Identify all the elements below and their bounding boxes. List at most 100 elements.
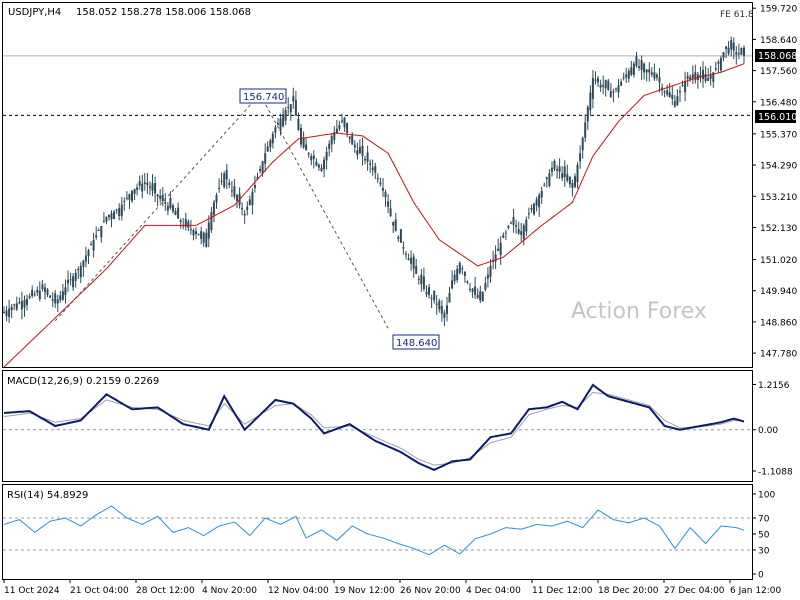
candle-body xyxy=(113,211,116,220)
candle-body xyxy=(151,183,154,191)
candle-body xyxy=(574,176,576,187)
rsi-label: RSI(14) 54.8929 xyxy=(7,490,88,501)
candle-body xyxy=(287,107,290,108)
symbol-label: USDJPY,H4 xyxy=(8,7,61,18)
candle-body xyxy=(635,56,638,66)
candle-body xyxy=(499,242,502,255)
candle-body xyxy=(722,52,725,58)
candle-body xyxy=(69,279,72,281)
price-tick-label: 151.020 xyxy=(760,256,797,266)
candle-body xyxy=(317,164,320,168)
candle-body xyxy=(46,289,49,295)
candle-body xyxy=(215,195,218,203)
candle-body xyxy=(302,137,305,148)
candle-body xyxy=(54,293,57,304)
candle-body xyxy=(727,47,730,54)
candle-body xyxy=(648,69,651,73)
candle-body xyxy=(681,85,684,87)
candle-body xyxy=(661,87,663,91)
candle-body xyxy=(333,132,336,140)
candle-body xyxy=(346,123,349,133)
candle-body xyxy=(202,232,205,243)
candle-body xyxy=(504,232,507,234)
candle-body xyxy=(469,288,471,290)
candle-body xyxy=(20,301,23,310)
candle-body xyxy=(36,289,39,293)
candle-body xyxy=(486,274,489,279)
price-tick-label: 158.640 xyxy=(760,36,797,46)
candle-body xyxy=(655,74,658,78)
candle-body xyxy=(561,173,564,179)
candle-body xyxy=(143,182,146,184)
price-tick-label: 155.370 xyxy=(760,130,797,140)
candle-body xyxy=(90,244,92,246)
candle-body xyxy=(184,219,187,227)
price-panel-frame xyxy=(2,2,753,368)
watermark: Action Forex xyxy=(571,299,707,324)
candle-body xyxy=(481,291,484,301)
candle-body xyxy=(115,209,118,211)
candle-body xyxy=(525,219,528,232)
price-tick-label: 149.940 xyxy=(760,287,797,297)
candle-body xyxy=(177,207,180,219)
x-tick-label: 21 Oct 04:00 xyxy=(70,586,129,596)
candle-body xyxy=(517,229,520,234)
candle-body xyxy=(246,206,249,211)
candle-body xyxy=(161,194,164,202)
candle-body xyxy=(604,79,607,89)
candle-body xyxy=(108,215,110,217)
candle-body xyxy=(381,187,384,191)
candle-body xyxy=(530,208,533,210)
candle-body xyxy=(402,247,405,249)
candle-body xyxy=(18,302,21,304)
rsi-tick-label: 70 xyxy=(758,515,770,525)
candle-body xyxy=(653,72,656,79)
ohlc-label: 158.052 158.278 158.006 158.068 xyxy=(76,7,251,18)
price-tick-label: 147.780 xyxy=(760,350,797,360)
candle-body xyxy=(289,104,292,113)
candle-body xyxy=(438,300,441,310)
x-tick-label: 4 Nov 20:00 xyxy=(202,586,257,596)
candle-body xyxy=(72,276,75,288)
candle-body xyxy=(279,118,282,131)
candle-body xyxy=(335,128,338,133)
candle-body xyxy=(543,184,546,186)
candle-body xyxy=(502,235,505,238)
candle-body xyxy=(146,182,149,185)
candle-body xyxy=(440,306,443,314)
candle-body xyxy=(627,70,630,79)
candle-body xyxy=(607,80,610,90)
candle-body xyxy=(550,167,553,173)
candle-body xyxy=(553,161,556,170)
candle-body xyxy=(735,52,738,55)
candle-body xyxy=(717,62,720,64)
candle-body xyxy=(686,75,689,79)
last-price-label: 158.068 xyxy=(758,51,797,62)
rsi-line xyxy=(3,505,745,556)
candle-body xyxy=(740,47,743,55)
candle-body xyxy=(394,219,397,232)
candle-body xyxy=(389,208,392,216)
candle-body xyxy=(5,310,8,317)
candle-body xyxy=(294,100,297,116)
candle-body xyxy=(148,186,151,188)
candle-body xyxy=(56,299,59,304)
candle-body xyxy=(563,166,566,177)
candle-body xyxy=(179,220,182,222)
candle-body xyxy=(38,290,41,300)
candle-body xyxy=(84,255,87,262)
candle-body xyxy=(323,159,325,169)
macd-tick-label: 1.2156 xyxy=(758,381,790,391)
candle-body xyxy=(671,94,674,99)
candle-body xyxy=(31,290,34,296)
candle-body xyxy=(643,63,646,73)
rsi-tick-label: 0 xyxy=(758,571,764,581)
level-box xyxy=(755,110,796,123)
candle-body xyxy=(594,79,597,81)
candle-body xyxy=(312,155,315,159)
candle-body xyxy=(545,177,548,180)
rsi-layer xyxy=(3,505,752,556)
macd-panel-frame xyxy=(2,370,753,482)
candle-body xyxy=(51,299,54,301)
candle-body xyxy=(353,144,356,148)
